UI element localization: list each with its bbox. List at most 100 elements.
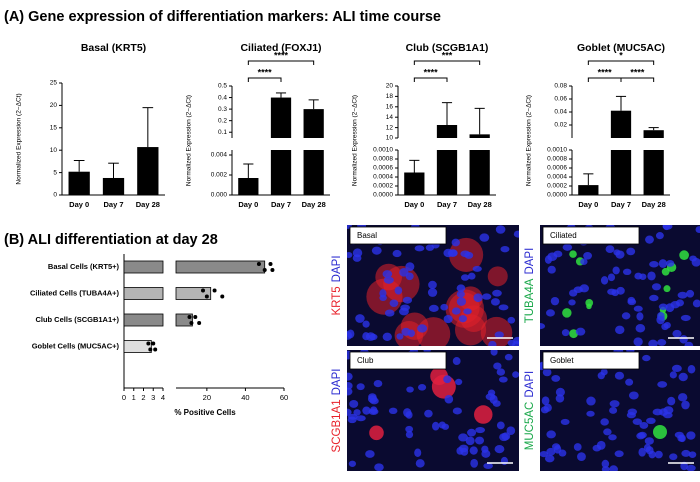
image-label: Goblet	[550, 356, 574, 365]
stain-part: DAPI	[331, 255, 343, 282]
nucleus	[495, 225, 506, 234]
signal	[562, 308, 572, 318]
y-tick-label: Goblet Cells (MUC5AC+)	[32, 341, 120, 350]
y-tick-label: 0.0010	[547, 147, 567, 154]
nucleus	[615, 325, 625, 335]
nucleus	[540, 406, 549, 414]
nucleus	[500, 456, 509, 466]
data-point	[268, 262, 273, 266]
nucleus	[493, 362, 502, 370]
nucleus	[414, 448, 422, 457]
stain-part: DAPI	[331, 369, 343, 396]
nucleus	[456, 290, 465, 298]
signal	[663, 285, 671, 293]
y-tick-label: 0.2	[218, 117, 227, 124]
signal	[369, 425, 384, 441]
nucleus	[583, 251, 593, 260]
nucleus	[627, 296, 636, 304]
nucleus	[662, 225, 671, 231]
nucleus	[635, 324, 646, 333]
nucleus	[373, 380, 383, 388]
nucleus	[608, 434, 617, 441]
x-tick-label: Day 7	[103, 200, 123, 209]
y-axis-label: Normalized Expression (2−ΔCt)	[186, 95, 193, 186]
nucleus	[348, 460, 357, 467]
nucleus	[695, 226, 700, 233]
nucleus	[684, 341, 694, 346]
nucleus	[675, 299, 685, 307]
nucleus	[621, 312, 631, 320]
nucleus	[639, 421, 649, 429]
nucleus	[507, 316, 516, 324]
nucleus	[414, 245, 425, 252]
nucleus	[692, 299, 700, 308]
nucleus	[498, 376, 508, 383]
nucleus	[575, 327, 586, 336]
x-tick-label: 0	[122, 393, 126, 402]
data-point	[151, 341, 156, 346]
image-label-box	[349, 226, 447, 245]
x-tick-label: 20	[203, 393, 211, 402]
data-point	[270, 268, 275, 272]
y-tick-label: 0.0010	[373, 147, 393, 154]
nucleus	[586, 410, 595, 417]
x-tick-label: Day 28	[468, 200, 492, 209]
y-tick-label: 0.0006	[373, 165, 393, 172]
nucleus	[628, 391, 639, 400]
stain-label: KRT5 DAPI	[331, 255, 343, 315]
significance-label: ****	[630, 67, 645, 77]
y-tick-label: 0.5	[218, 83, 227, 90]
data-point	[189, 321, 194, 325]
nucleus	[490, 298, 500, 306]
nucleus	[458, 315, 467, 323]
nucleus	[384, 309, 395, 317]
x-tick-label: 2	[141, 393, 145, 402]
nucleus	[494, 445, 505, 454]
nucleus	[601, 459, 610, 468]
nucleus	[405, 262, 415, 272]
data-point	[193, 315, 198, 319]
y-tick-label: 20	[386, 83, 394, 90]
nucleus	[451, 307, 461, 315]
nucleus	[443, 314, 453, 324]
nucleus	[644, 437, 654, 445]
nucleus	[686, 464, 696, 471]
nucleus	[545, 309, 555, 317]
x-tick-label: Day 0	[578, 200, 598, 209]
bar	[436, 125, 458, 138]
nucleus	[362, 320, 370, 328]
y-axis-label: Normalized Expression (2−ΔCt)	[352, 95, 359, 186]
significance-label: ****	[258, 67, 273, 77]
nucleus	[482, 293, 492, 300]
signal	[653, 425, 667, 439]
y-tick-label: 25	[50, 80, 58, 87]
x-tick-label: Day 0	[404, 200, 424, 209]
nucleus	[686, 431, 696, 440]
nucleus	[440, 303, 449, 311]
nucleus	[577, 452, 586, 462]
nucleus	[432, 421, 440, 431]
nucleus	[648, 339, 658, 346]
bar	[404, 172, 425, 195]
x-tick-label: Day 0	[238, 200, 258, 209]
nucleus	[546, 447, 556, 456]
nucleus	[392, 249, 402, 258]
x-tick-label: Day 28	[642, 200, 666, 209]
nucleus	[649, 260, 659, 268]
y-tick-label: 0	[53, 192, 57, 199]
x-axis-label: % Positive Cells	[174, 408, 236, 417]
nucleus	[633, 305, 643, 312]
y-tick-label: Basal Cells (KRT5+)	[48, 262, 120, 271]
nucleus	[389, 299, 399, 307]
nucleus	[614, 371, 625, 380]
nucleus	[607, 288, 617, 295]
nucleus	[490, 350, 498, 356]
nucleus	[636, 312, 644, 321]
nucleus	[417, 384, 427, 391]
y-tick-label: 18	[386, 93, 394, 100]
y-tick-label: 0.0004	[547, 174, 567, 181]
nucleus	[382, 332, 392, 341]
nucleus	[506, 426, 516, 435]
nucleus	[665, 303, 675, 313]
nucleus	[443, 375, 452, 384]
